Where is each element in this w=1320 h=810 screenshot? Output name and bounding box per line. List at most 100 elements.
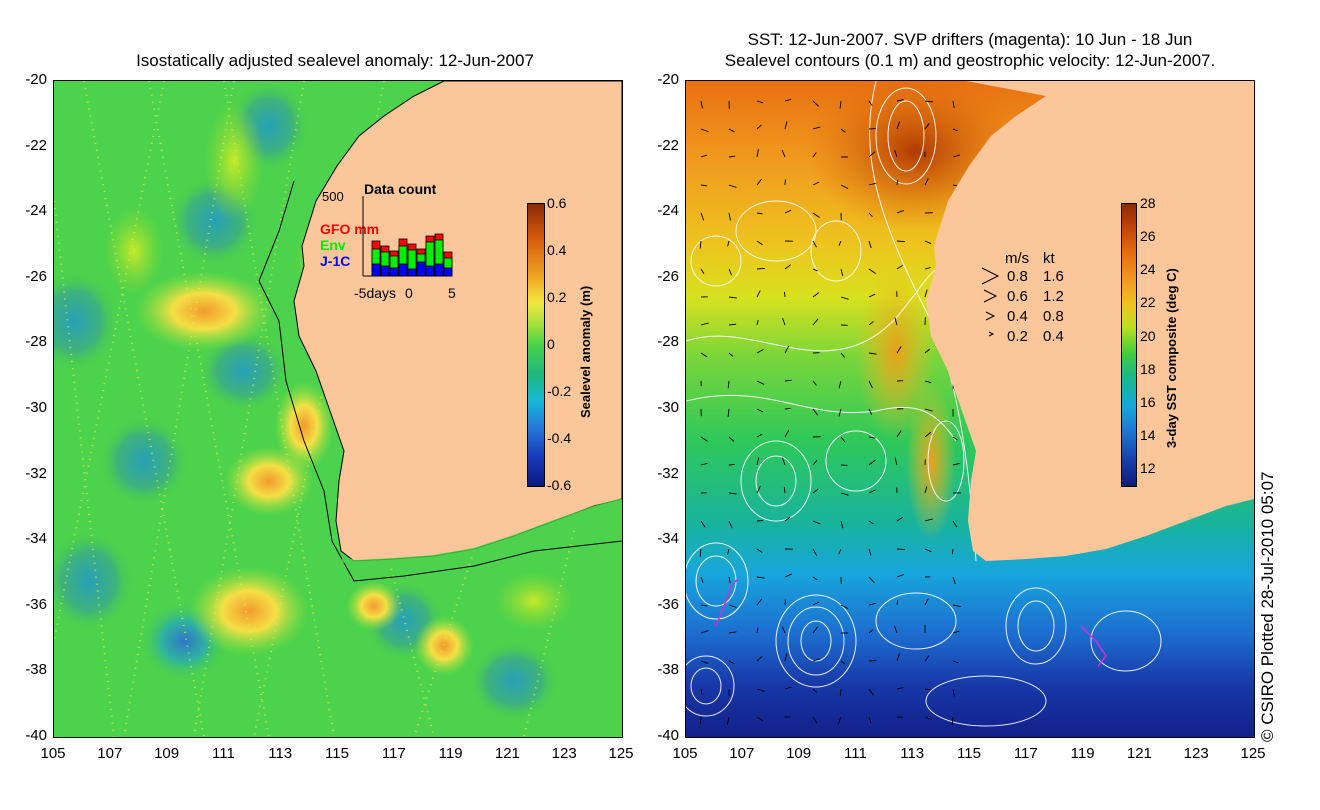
velocity-arrow	[812, 152, 817, 158]
colorbar-tick: 18	[1140, 360, 1156, 377]
latitude-tick: -20	[657, 71, 679, 88]
velocity-arrow	[812, 460, 818, 466]
velocity-arrow	[784, 573, 793, 578]
velocity-arrow	[838, 380, 842, 389]
velocity-arrow	[700, 212, 705, 221]
velocity-arrow	[756, 457, 760, 466]
velocity-arrow	[924, 655, 930, 662]
colorbar-tick: -0.6	[547, 477, 572, 493]
velocity-arrow	[868, 151, 876, 158]
velocity-arrow	[896, 121, 900, 130]
velocity-arrow	[894, 150, 898, 158]
velocity-arrow	[868, 602, 877, 606]
velocity-arrow	[840, 604, 849, 610]
latitude-tick: -34	[657, 530, 679, 548]
velocity-arrow	[868, 268, 876, 274]
velocity-arrow	[727, 408, 730, 417]
colorbar-tick: 20	[1140, 327, 1156, 344]
velocity-arrow	[728, 296, 737, 299]
velocity-arrow	[784, 379, 792, 382]
velocity-arrow	[894, 625, 898, 634]
velocity-arrow	[784, 686, 792, 690]
velocity-arrow	[896, 653, 900, 662]
velocity-arrow	[756, 267, 766, 270]
longitude-tick: 115	[325, 745, 349, 762]
colorbar-tick: 28	[1140, 195, 1156, 211]
colorbar-tick: 0	[547, 336, 555, 352]
latitude-tick: -32	[25, 464, 47, 482]
velocity-arrow	[812, 380, 817, 386]
velocity-arrow	[924, 486, 928, 494]
velocity-arrow	[699, 240, 702, 249]
velocity-arrow	[728, 268, 733, 276]
velocity-arrow	[952, 100, 955, 109]
colorbar-tick: 0.6	[547, 195, 567, 211]
velocity-arrow	[868, 489, 876, 494]
velocity-arrow	[812, 626, 819, 634]
velocity-arrow	[812, 181, 820, 186]
velocity-arrow	[812, 100, 819, 107]
velocity-legend-kt: 0.8	[1043, 308, 1064, 325]
velocity-arrow	[812, 548, 818, 556]
velocity-arrow	[868, 100, 873, 106]
colorbar-tick: 16	[1140, 393, 1156, 410]
velocity-arrow	[700, 604, 708, 607]
longitude-tick: 107	[729, 745, 755, 762]
velocity-arrow	[952, 462, 960, 466]
velocity-arrow	[784, 264, 792, 270]
velocity-arrow	[728, 604, 737, 608]
velocity-arrow	[812, 658, 820, 662]
sst-canvas	[686, 81, 1254, 737]
latitude-tick: -36	[657, 595, 679, 613]
latitude-tick: -30	[657, 399, 679, 416]
velocity-arrow	[812, 576, 818, 581]
latitude-tick: -28	[25, 333, 47, 351]
velocity-arrow	[951, 548, 954, 555]
latitude-tick: -32	[657, 464, 679, 482]
velocity-arrow	[894, 457, 898, 466]
left-map-title: Isostatically adjusted sealevel anomaly:…	[136, 51, 534, 70]
velocity-arrow	[756, 319, 759, 326]
inset-ymax: 500	[322, 189, 344, 204]
velocity-legend-kt: 0.4	[1043, 328, 1064, 345]
velocity-arrow	[756, 655, 763, 662]
longitude-tick: 121	[494, 745, 520, 762]
velocity-arrow	[784, 407, 791, 410]
velocity-arrow	[728, 436, 735, 442]
latitude-tick: -26	[657, 267, 679, 285]
longitude-tick: 123	[551, 745, 577, 762]
velocity-arrow	[812, 408, 819, 416]
velocity-arrow	[756, 688, 765, 692]
longitude-tick: 111	[211, 745, 235, 762]
velocity-arrow	[868, 459, 876, 466]
velocity-arrow	[924, 348, 930, 354]
velocity-arrow	[756, 100, 764, 104]
velocity-arrow	[868, 380, 873, 389]
velocity-arrow	[756, 576, 765, 579]
velocity-arrow	[700, 128, 709, 133]
velocity-arrow	[728, 155, 736, 158]
velocity-arrow	[924, 289, 928, 298]
velocity-arrow	[924, 716, 933, 721]
velocity-arrow	[924, 408, 933, 412]
velocity-arrow	[728, 492, 737, 495]
velocity-arrow	[896, 240, 905, 243]
velocity-arrow	[783, 486, 786, 494]
velocity-arrow	[840, 352, 845, 358]
velocity-arrow	[756, 598, 762, 606]
velocity-arrow	[728, 576, 731, 584]
latitude-tick: -38	[657, 661, 679, 679]
longitude-tick: 125	[608, 745, 634, 762]
velocity-arrow	[812, 601, 820, 606]
velocity-arrow	[726, 716, 730, 725]
velocity-arrow	[896, 179, 899, 186]
velocity-arrow	[812, 240, 817, 248]
velocity-arrow	[812, 126, 821, 130]
velocity-arrow	[839, 688, 842, 697]
velocity-arrow	[840, 436, 846, 443]
velocity-arrow	[924, 123, 930, 130]
velocity-arrow	[952, 660, 959, 664]
velocity-arrow	[756, 408, 764, 413]
right-map-title-line1: SST: 12-Jun-2007. SVP drifters (magenta)…	[747, 30, 1193, 49]
australia-land-sst	[926, 81, 1254, 561]
